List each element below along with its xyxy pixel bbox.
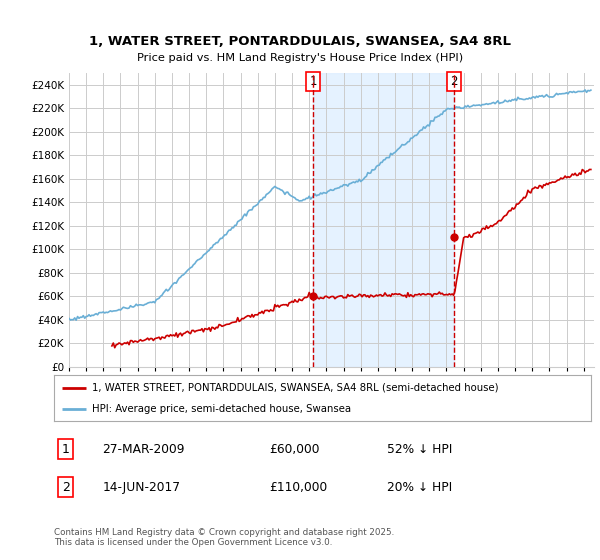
Text: HPI: Average price, semi-detached house, Swansea: HPI: Average price, semi-detached house,… [92,404,351,414]
Text: 2: 2 [451,75,458,88]
Text: 27-MAR-2009: 27-MAR-2009 [103,442,185,456]
Text: 52% ↓ HPI: 52% ↓ HPI [387,442,452,456]
Text: Contains HM Land Registry data © Crown copyright and database right 2025.
This d: Contains HM Land Registry data © Crown c… [54,528,394,548]
Text: £110,000: £110,000 [269,480,327,494]
Text: 14-JUN-2017: 14-JUN-2017 [103,480,181,494]
Text: 1: 1 [310,75,317,88]
Text: 1: 1 [62,442,70,456]
Text: 20% ↓ HPI: 20% ↓ HPI [387,480,452,494]
Text: 1, WATER STREET, PONTARDDULAIS, SWANSEA, SA4 8RL (semi-detached house): 1, WATER STREET, PONTARDDULAIS, SWANSEA,… [92,382,498,393]
Text: £60,000: £60,000 [269,442,319,456]
Bar [313,73,454,367]
Text: 1, WATER STREET, PONTARDDULAIS, SWANSEA, SA4 8RL: 1, WATER STREET, PONTARDDULAIS, SWANSEA,… [89,35,511,48]
Text: Price paid vs. HM Land Registry's House Price Index (HPI): Price paid vs. HM Land Registry's House … [137,53,463,63]
Text: 2: 2 [62,480,70,494]
